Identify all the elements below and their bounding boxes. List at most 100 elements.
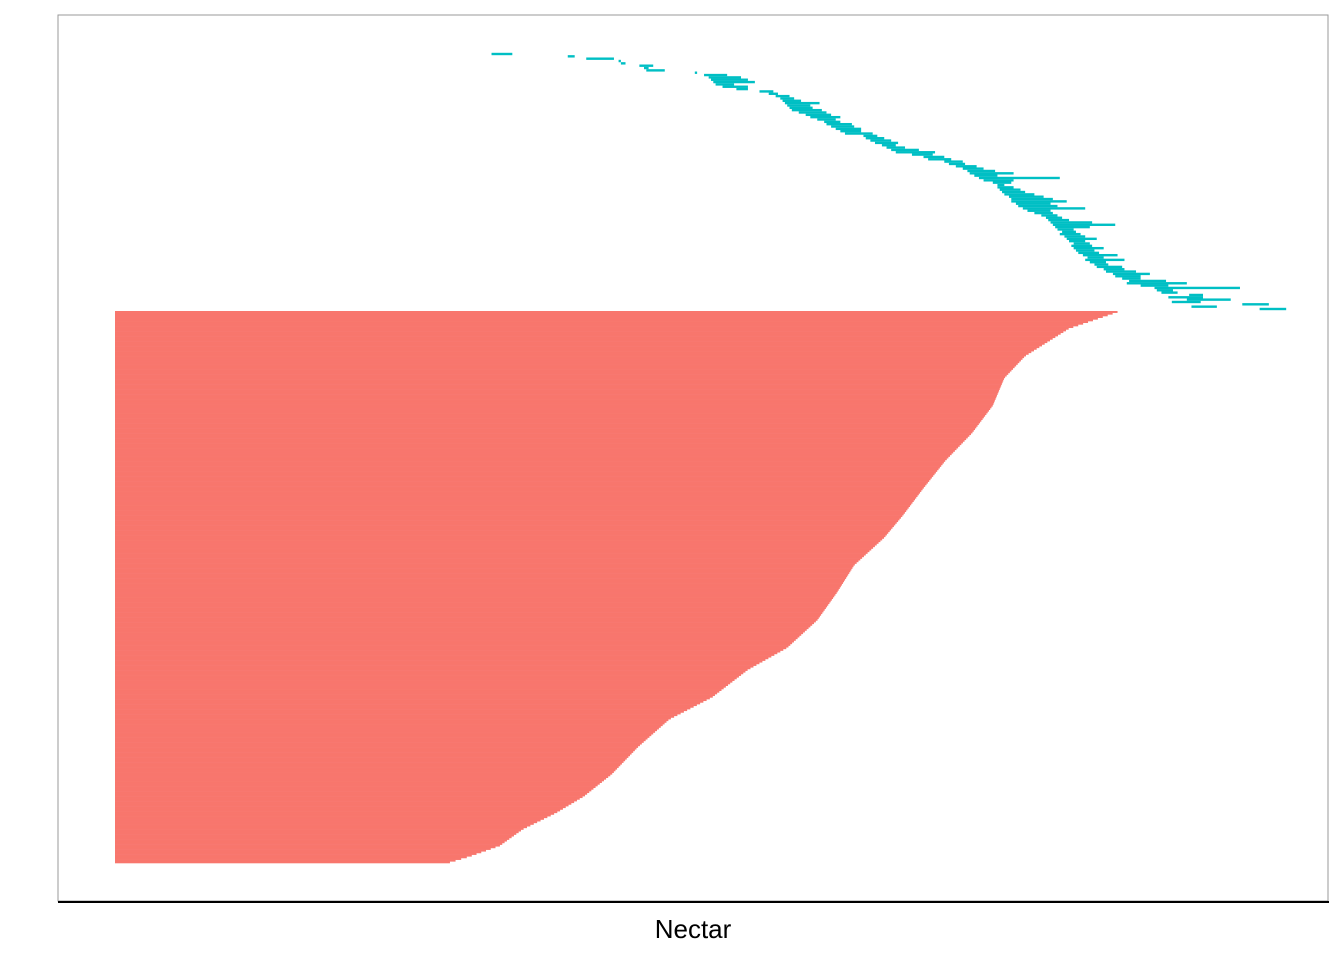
red-bar	[115, 362, 1018, 365]
red-bar	[115, 399, 995, 402]
teal-bar	[1075, 249, 1095, 252]
red-bar	[115, 844, 500, 847]
red-bar	[115, 441, 963, 444]
red-bar	[115, 484, 926, 487]
red-bar	[115, 394, 997, 397]
teal-bar	[736, 87, 748, 91]
red-bar	[115, 792, 588, 795]
x-axis-title: Nectar	[655, 914, 732, 944]
teal-bar	[805, 113, 832, 117]
red-bar	[115, 361, 1020, 364]
red-bar	[115, 657, 769, 660]
teal-bar	[1122, 277, 1141, 280]
teal-bar	[1078, 251, 1100, 255]
red-bar	[115, 342, 1045, 345]
red-bar	[115, 525, 894, 528]
teal-bar	[1045, 216, 1063, 219]
red-bar	[115, 846, 496, 849]
red-bar	[115, 595, 835, 598]
red-bar	[115, 814, 551, 817]
red-bar	[115, 538, 883, 541]
red-bar	[115, 851, 482, 854]
red-bar	[115, 513, 904, 516]
red-bar	[115, 724, 663, 727]
teal-bar	[798, 111, 827, 114]
red-bar	[115, 404, 993, 407]
red-bar	[115, 332, 1061, 335]
red-bar	[115, 760, 624, 763]
red-bar	[115, 346, 1040, 349]
red-bar	[115, 406, 992, 409]
red-bar	[115, 555, 864, 558]
teal-bar	[586, 57, 614, 60]
red-bar	[115, 720, 667, 723]
red-bar	[115, 645, 789, 648]
red-bar	[115, 351, 1032, 354]
red-bar	[115, 561, 857, 564]
red-bar	[115, 776, 609, 778]
red-bar	[115, 578, 846, 581]
teal-bar	[1055, 225, 1090, 229]
teal-bar	[1105, 270, 1137, 273]
red-bar	[115, 600, 831, 603]
red-bar	[115, 506, 909, 509]
teal-bar	[780, 97, 795, 100]
red-bar	[115, 734, 652, 737]
red-bar	[115, 321, 1089, 324]
red-bar	[115, 615, 820, 618]
red-bar	[115, 505, 910, 508]
red-bar	[115, 536, 885, 539]
red-bar	[115, 702, 701, 705]
teal-bar	[1018, 204, 1058, 208]
red-bar	[115, 712, 681, 715]
red-bar	[115, 757, 627, 760]
red-bar	[115, 662, 760, 665]
red-bar	[115, 364, 1017, 367]
red-bar	[115, 424, 978, 427]
red-bar	[115, 409, 989, 412]
teal-bar	[1011, 200, 1067, 203]
red-bar	[115, 337, 1053, 340]
red-bar	[115, 541, 879, 544]
red-bar	[115, 730, 656, 733]
teal-bar	[1034, 211, 1053, 215]
red-bar	[115, 387, 1000, 390]
red-bar	[115, 789, 592, 792]
teal-bar	[1069, 239, 1086, 243]
red-bar	[115, 366, 1015, 369]
red-bar	[115, 560, 859, 563]
red-bar	[115, 642, 793, 645]
red-bar	[115, 593, 836, 596]
red-bar	[115, 436, 968, 439]
teal-bar	[831, 125, 855, 128]
red-bar	[115, 665, 754, 668]
red-bar	[115, 771, 614, 773]
teal-bar	[1094, 263, 1109, 266]
red-bar	[115, 341, 1048, 344]
teal-bar	[810, 115, 841, 119]
teal-bar	[620, 62, 626, 65]
red-bar	[115, 856, 467, 859]
red-bar	[115, 580, 845, 583]
red-bar	[115, 786, 596, 789]
red-bar	[115, 488, 923, 491]
teal-bar	[759, 90, 774, 93]
red-bar	[115, 464, 942, 467]
red-bar	[115, 817, 544, 820]
red-bar	[115, 740, 644, 743]
red-bar	[115, 347, 1037, 350]
red-bar	[115, 543, 877, 546]
teal-bar	[928, 158, 952, 161]
teal-bar	[1096, 265, 1123, 269]
red-bar	[115, 463, 943, 466]
red-bar	[115, 849, 487, 852]
red-bar	[115, 322, 1084, 325]
red-bar	[115, 633, 802, 636]
red-bar	[115, 630, 805, 633]
red-bar	[115, 829, 521, 832]
red-bar	[115, 687, 724, 690]
teal-bar	[708, 76, 742, 79]
red-bar	[115, 376, 1006, 379]
teal-bar	[1156, 289, 1173, 292]
